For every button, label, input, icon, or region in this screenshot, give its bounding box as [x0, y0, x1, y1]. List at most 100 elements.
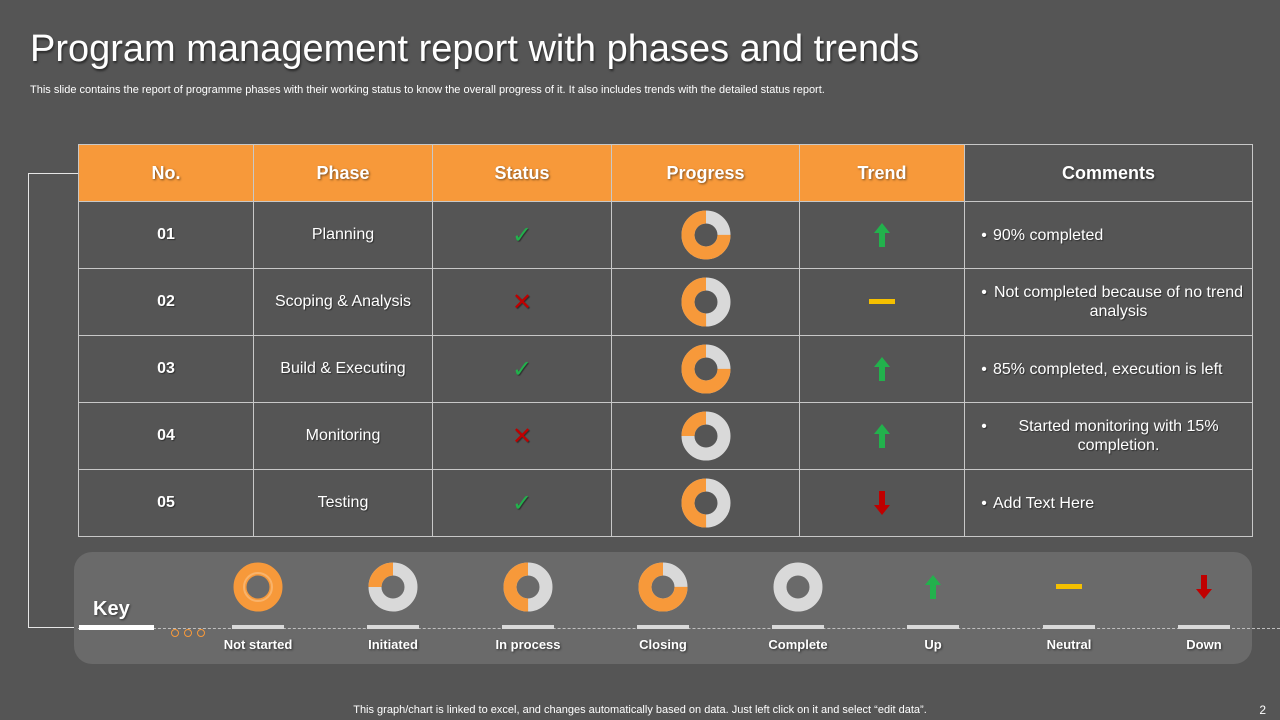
row-status: ✓	[432, 335, 612, 403]
header-no: No.	[78, 144, 254, 202]
key-bar	[907, 625, 959, 629]
header-progress: Progress	[611, 144, 800, 202]
key-bar	[232, 625, 284, 629]
key-item-label: Closing	[639, 637, 687, 652]
table-body: 01 Planning ✓ • 90% completed 02 Scoping & Ana…	[78, 201, 1253, 537]
report-table: No. Phase Status Progress Trend Comments…	[78, 144, 1253, 537]
trend-up-arrow-icon	[874, 424, 890, 448]
table-row: 04 Monitoring ✕ • Started monitoring with 15…	[78, 402, 1253, 470]
key-item-label: Down	[1186, 637, 1222, 652]
row-comments: • Not completed because of no trend analy…	[964, 268, 1253, 336]
trend-up-arrow-icon	[925, 575, 941, 599]
row-number: 03	[78, 335, 254, 403]
row-status: ✕	[432, 402, 612, 470]
key-bar	[1043, 625, 1095, 629]
key-item-neutral: Neutral	[1009, 560, 1129, 652]
row-trend	[799, 268, 965, 336]
key-bar	[367, 625, 419, 629]
bullet-icon: •	[981, 418, 987, 435]
bullet-icon: •	[981, 284, 987, 301]
progress-donut-icon	[773, 562, 823, 612]
comment-text: Started monitoring with 15% completion.	[1018, 418, 1219, 454]
row-number: 02	[78, 268, 254, 336]
key-item-in-process: In process	[468, 560, 588, 652]
header-comments: Comments	[964, 144, 1253, 202]
header-trend: Trend	[799, 144, 965, 202]
page-number: 2	[1259, 703, 1266, 717]
progress-donut-icon	[681, 210, 730, 260]
comment-bullet-item: • Not completed because of no trend analy…	[965, 283, 1252, 321]
header-phase: Phase	[253, 144, 433, 202]
progress-donut-icon	[681, 411, 730, 461]
row-trend	[799, 201, 965, 269]
key-bar	[1178, 625, 1230, 629]
bullet-icon: •	[981, 494, 987, 512]
header-status: Status	[432, 144, 612, 202]
key-item-closing: Closing	[603, 560, 723, 652]
trend-down-arrow-icon	[1196, 575, 1212, 599]
key-symbol	[1009, 560, 1129, 614]
page-subtitle: This slide contains the report of progra…	[30, 84, 825, 96]
comment-text: 90% completed	[993, 226, 1104, 244]
row-status: ✓	[432, 201, 612, 269]
key-item-up: Up	[873, 560, 993, 652]
table-row: 05 Testing ✓ • Add Text Here	[78, 469, 1253, 537]
progress-donut-icon	[681, 478, 730, 528]
key-connector-bracket	[28, 173, 79, 628]
comment-bullet-item: • 85% completed, execution is left	[965, 360, 1252, 379]
bullet-icon: •	[981, 360, 987, 378]
row-number: 05	[78, 469, 254, 537]
row-progress	[611, 469, 800, 537]
progress-donut-icon	[368, 562, 418, 612]
comment-bullet-item: • 90% completed	[965, 226, 1252, 245]
comment-text: Add Text Here	[993, 494, 1095, 512]
table-row: 01 Planning ✓ • 90% completed	[78, 201, 1253, 269]
row-status: ✓	[432, 469, 612, 537]
row-comments: • 90% completed	[964, 201, 1253, 269]
row-number: 01	[78, 201, 254, 269]
key-item-label: Up	[924, 637, 942, 652]
row-phase: Scoping & Analysis	[253, 268, 433, 336]
key-symbol	[738, 560, 858, 614]
key-bar	[772, 625, 824, 629]
key-item-label: Not started	[223, 637, 293, 652]
key-item-not-started: Not started	[198, 560, 318, 652]
key-bar	[637, 625, 689, 629]
row-comments: • 85% completed, execution is left	[964, 335, 1253, 403]
progress-donut-icon	[503, 562, 553, 612]
key-item-initiated: Initiated	[333, 560, 453, 652]
row-phase: Build & Executing	[253, 335, 433, 403]
row-progress	[611, 268, 800, 336]
trend-up-arrow-icon	[874, 357, 890, 381]
key-symbol	[333, 560, 453, 614]
key-symbol	[603, 560, 723, 614]
row-trend	[799, 469, 965, 537]
key-symbol	[1144, 560, 1264, 614]
row-trend	[799, 402, 965, 470]
row-trend	[799, 335, 965, 403]
footer-note: This graph/chart is linked to excel, and…	[353, 704, 927, 716]
row-phase: Monitoring	[253, 402, 433, 470]
row-status: ✕	[432, 268, 612, 336]
key-symbol	[873, 560, 993, 614]
key-underline	[79, 625, 154, 630]
key-label: Key	[93, 598, 130, 620]
key-item-label: In process	[495, 637, 561, 652]
comment-bullet-item: • Add Text Here	[965, 494, 1252, 513]
comment-text: Not completed because of no trend analys…	[993, 284, 1244, 320]
trend-neutral-icon	[869, 298, 895, 304]
row-comments: • Add Text Here	[964, 469, 1253, 537]
key-dots	[171, 624, 210, 642]
row-comments: • Started monitoring with 15% completion.	[964, 402, 1253, 470]
key-item-down: Down	[1144, 560, 1264, 652]
comment-bullet-item: • Started monitoring with 15% completion.	[965, 417, 1252, 455]
check-mark-icon: ✓	[511, 355, 533, 383]
progress-donut-icon	[681, 344, 730, 394]
key-item-complete: Complete	[738, 560, 858, 652]
table-row: 02 Scoping & Analysis ✕ • Not completed beca…	[78, 268, 1253, 336]
bullet-icon: •	[981, 226, 987, 244]
comment-text: 85% completed, execution is left	[993, 360, 1223, 378]
row-phase: Planning	[253, 201, 433, 269]
trend-down-arrow-icon	[874, 491, 890, 515]
key-symbol	[198, 560, 318, 614]
